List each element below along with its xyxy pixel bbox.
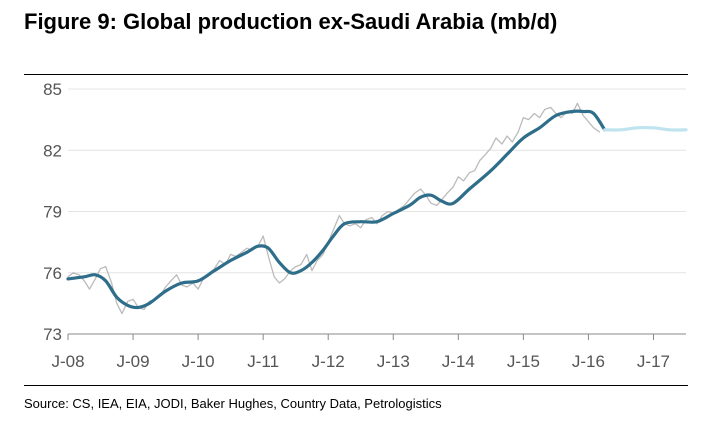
y-tick-label: 85	[43, 80, 62, 99]
x-tick-label: J-08	[51, 352, 84, 371]
x-tick-label: J-12	[312, 352, 345, 371]
gridlines	[68, 88, 686, 274]
chart-title: Figure 9: Global production ex-Saudi Ara…	[24, 9, 558, 34]
y-tick-label: 73	[43, 325, 62, 344]
x-tick-label: J-11	[247, 352, 279, 371]
x-tick-label: J-13	[377, 352, 410, 371]
series-line-monthly	[67, 102, 601, 315]
x-tick-label: J-17	[637, 352, 670, 371]
x-tick-label: J-14	[442, 352, 475, 371]
x-tick-labels: J-08 J-09 J-10 J-11 J-12 J-13 J-14 J-15 J-16 J-17	[51, 352, 670, 371]
x-tick-label: J-09	[117, 352, 150, 371]
y-tick-label: 76	[43, 264, 62, 283]
x-axis	[67, 333, 686, 340]
series-line-smoothed	[66, 109, 607, 310]
series-line-forecast	[603, 125, 688, 132]
top-rule	[24, 74, 688, 75]
series-lines	[66, 102, 688, 315]
x-tick-label: J-16	[572, 352, 605, 371]
y-tick-label: 79	[43, 203, 62, 222]
y-tick-labels: 73 76 79 82 85	[43, 80, 62, 344]
x-tick-label: J-10	[182, 352, 215, 371]
y-tick-label: 82	[43, 141, 62, 160]
bottom-rule	[24, 385, 688, 386]
x-tick-label: J-15	[507, 352, 540, 371]
source-note: Source: CS, IEA, EIA, JODI, Baker Hughes…	[24, 396, 442, 411]
